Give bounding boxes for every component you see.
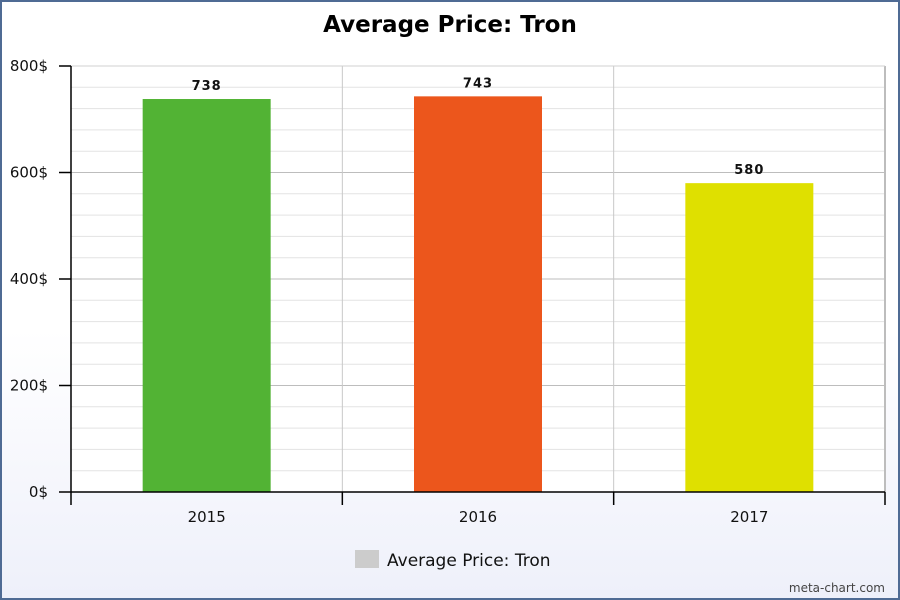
y-tick-label: 800$ bbox=[10, 57, 48, 75]
data-label-2016: 743 bbox=[463, 76, 493, 91]
x-tick-label: 2017 bbox=[730, 508, 768, 526]
chart-title: Average Price: Tron bbox=[323, 12, 577, 38]
legend: Average Price: Tron bbox=[355, 550, 551, 571]
bar-2015 bbox=[142, 99, 271, 492]
bars bbox=[142, 96, 814, 492]
data-labels: 738 743 580 bbox=[192, 76, 764, 178]
data-label-2015: 738 bbox=[192, 79, 222, 94]
legend-swatch bbox=[355, 550, 379, 568]
y-tick-label: 0$ bbox=[29, 483, 48, 501]
x-tick-label: 2015 bbox=[188, 508, 226, 526]
bar-2016 bbox=[414, 96, 542, 492]
legend-label: Average Price: Tron bbox=[387, 551, 551, 571]
y-tick-label: 600$ bbox=[10, 164, 48, 182]
credit-text: meta-chart.com bbox=[789, 581, 885, 595]
bar-2017 bbox=[685, 183, 814, 492]
y-tick-label: 400$ bbox=[10, 270, 48, 288]
data-label-2017: 580 bbox=[734, 163, 764, 178]
axes: 0$ 200$ 400$ 600$ 800$ 2015 2016 2017 bbox=[10, 57, 886, 526]
y-tick-label: 200$ bbox=[10, 377, 48, 395]
x-tick-label: 2016 bbox=[459, 508, 497, 526]
